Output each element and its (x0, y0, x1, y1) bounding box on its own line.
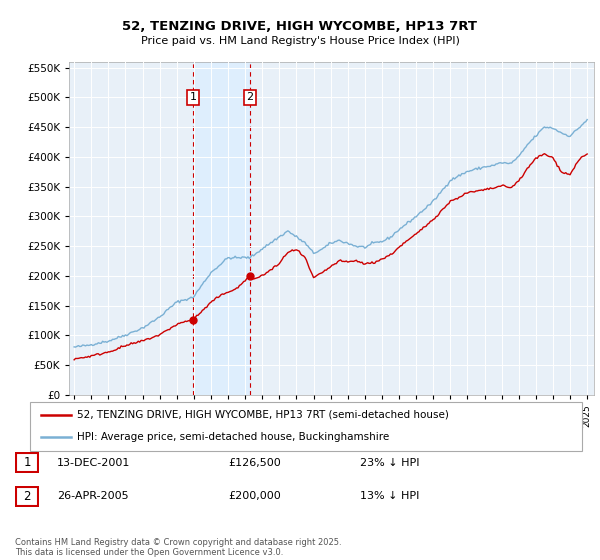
Text: £200,000: £200,000 (228, 491, 281, 501)
Text: 1: 1 (23, 456, 31, 469)
Text: £126,500: £126,500 (228, 458, 281, 468)
Text: 52, TENZING DRIVE, HIGH WYCOMBE, HP13 7RT: 52, TENZING DRIVE, HIGH WYCOMBE, HP13 7R… (122, 20, 478, 32)
Bar (193, 62, 250, 395)
Text: Price paid vs. HM Land Registry's House Price Index (HPI): Price paid vs. HM Land Registry's House … (140, 36, 460, 46)
Text: 13% ↓ HPI: 13% ↓ HPI (360, 491, 419, 501)
FancyBboxPatch shape (16, 487, 38, 506)
Text: 52, TENZING DRIVE, HIGH WYCOMBE, HP13 7RT (semi-detached house): 52, TENZING DRIVE, HIGH WYCOMBE, HP13 7R… (77, 410, 449, 420)
Text: 2: 2 (23, 489, 31, 503)
Text: 23% ↓ HPI: 23% ↓ HPI (360, 458, 419, 468)
Text: 1: 1 (190, 92, 197, 102)
Text: 13-DEC-2001: 13-DEC-2001 (57, 458, 130, 468)
FancyBboxPatch shape (30, 402, 582, 451)
FancyBboxPatch shape (16, 453, 38, 472)
Text: HPI: Average price, semi-detached house, Buckinghamshire: HPI: Average price, semi-detached house,… (77, 432, 389, 442)
Text: 26-APR-2005: 26-APR-2005 (57, 491, 128, 501)
Text: 2: 2 (247, 92, 254, 102)
Text: Contains HM Land Registry data © Crown copyright and database right 2025.
This d: Contains HM Land Registry data © Crown c… (15, 538, 341, 557)
